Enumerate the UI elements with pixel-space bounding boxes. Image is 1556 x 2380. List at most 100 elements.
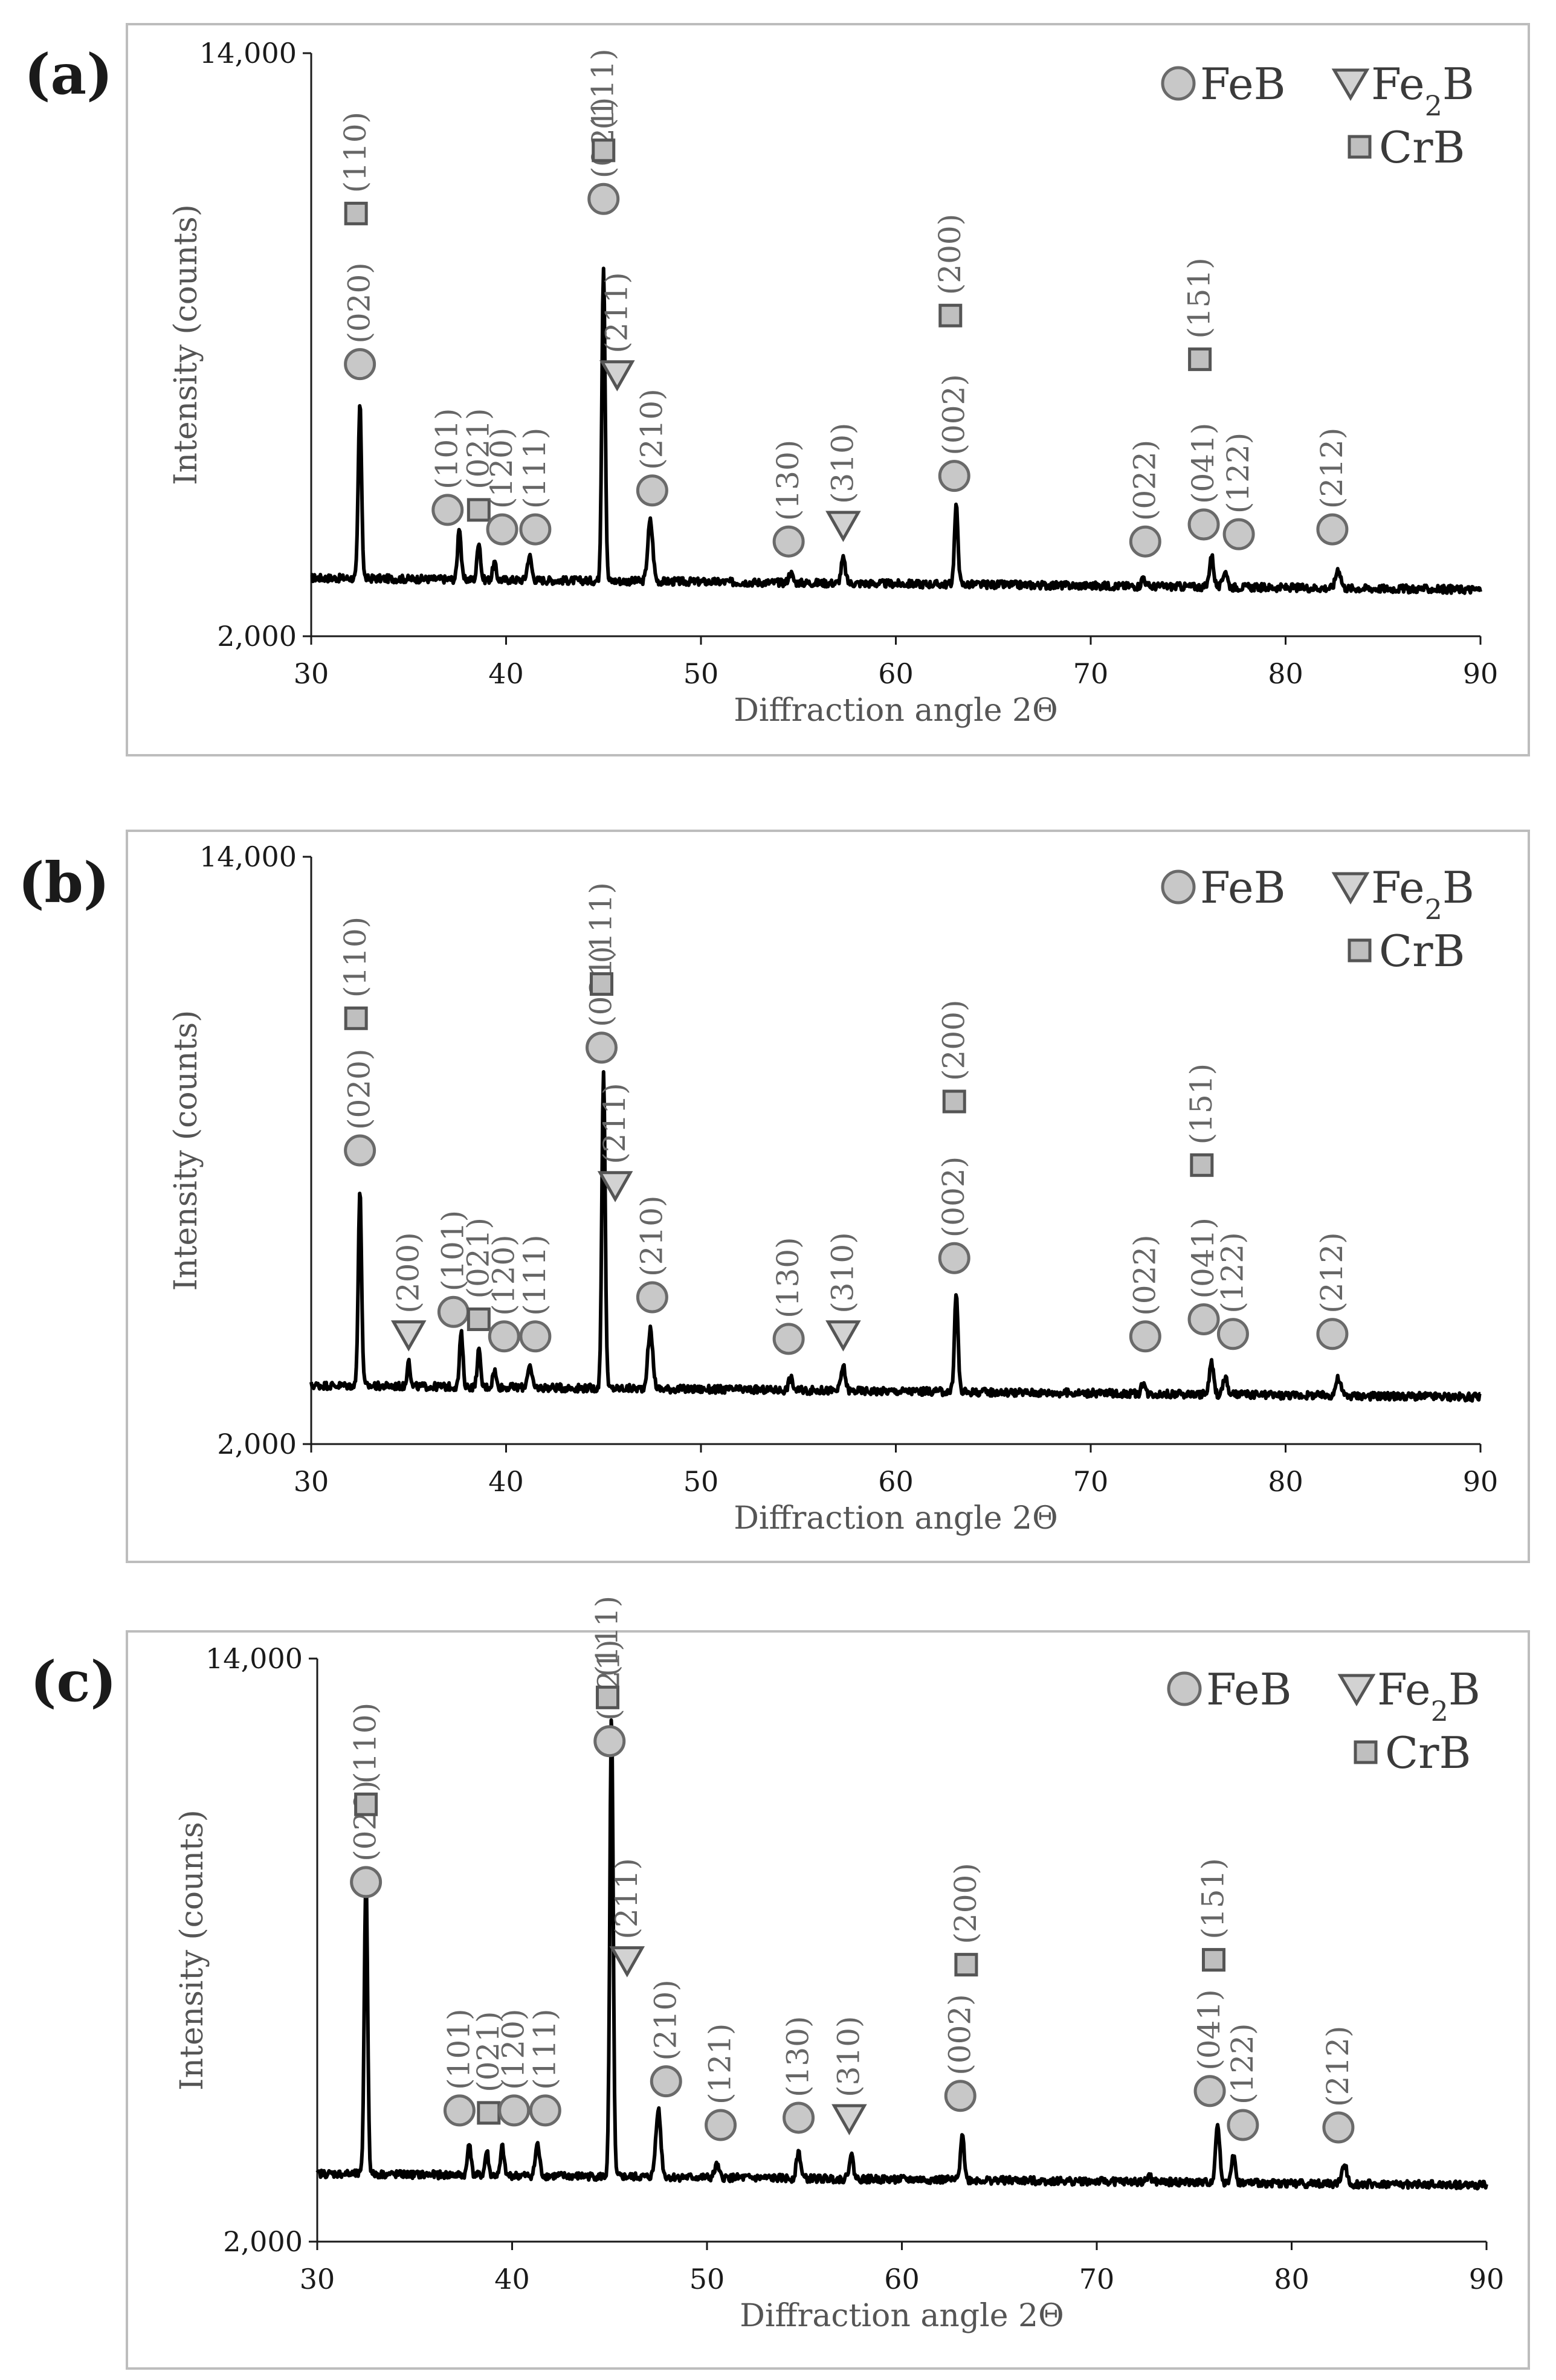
- x-tick-label: 40: [488, 657, 524, 690]
- peak-index-label: (211): [597, 1083, 632, 1164]
- x-tick-label: 60: [878, 1465, 914, 1498]
- peak-index-label: (111): [517, 428, 552, 509]
- x-tick-label: 80: [1274, 2263, 1309, 2295]
- feb-peak-marker: [772, 525, 805, 558]
- feb-peak-marker: [1187, 1303, 1220, 1335]
- peak-index-label: (021): [460, 1217, 496, 1298]
- feb-peak-marker: [1216, 1318, 1249, 1350]
- panel-0: (a) 30 40 50 60 70 80 90 2,000 14,000 Diffraction …: [24, 23, 1530, 756]
- peak-index-label: (041): [1186, 423, 1221, 504]
- peak-index-label: (041): [1186, 1217, 1221, 1298]
- peak-index-label: (002): [942, 1994, 977, 2075]
- x-tick-label: 90: [1469, 2263, 1505, 2295]
- feb-peak-marker: [587, 182, 620, 215]
- peak-index-label: (122): [1225, 2024, 1260, 2104]
- peak-index-label: (101): [441, 2008, 476, 2089]
- feb-peak-marker: [1187, 508, 1220, 541]
- legend-feb-label: FeB: [1200, 862, 1286, 913]
- peak-index-label: (110): [348, 1703, 383, 1784]
- x-tick-label: 50: [689, 2263, 725, 2295]
- peak-index-label: (111): [586, 48, 621, 129]
- feb-peak-marker: [443, 2094, 476, 2127]
- peak-index-label: (020): [348, 1780, 383, 1861]
- peak-index-label: (121): [703, 2024, 738, 2104]
- crb-peak-marker: [942, 1089, 966, 1114]
- legend-fe2b-label: Fe2B: [1371, 59, 1474, 122]
- peak-index-label: (020): [342, 262, 377, 343]
- peak-index-label: (101): [435, 1210, 470, 1291]
- crb-peak-marker: [344, 1006, 368, 1030]
- feb-peak-marker: [944, 2080, 977, 2112]
- peak-index-label: (130): [770, 1237, 805, 1318]
- peak-index-label: (210): [634, 1196, 669, 1277]
- x-axis-title: Diffraction angle 2Θ: [734, 692, 1058, 729]
- feb-peak-marker: [1322, 2111, 1355, 2144]
- crb-peak-marker: [596, 1685, 620, 1709]
- legend-feb-label: FeB: [1200, 59, 1286, 109]
- peak-index-label: (130): [770, 440, 805, 521]
- fe2b-peak-marker: [825, 511, 861, 543]
- fe2b-peak-marker: [831, 2104, 867, 2135]
- legend-crb-label: CrB: [1379, 122, 1465, 173]
- feb-peak-marker: [593, 1725, 626, 1758]
- y-axis-title: Intensity (counts): [174, 1810, 210, 2091]
- feb-peak-marker: [498, 2094, 531, 2127]
- y-tick-label: 14,000: [199, 840, 297, 873]
- feb-peak-marker: [1129, 525, 1161, 558]
- y-tick-label: 14,000: [205, 1642, 303, 1675]
- peak-index-label: (211): [599, 272, 634, 353]
- y-axis-title: Intensity (counts): [168, 204, 204, 485]
- feb-peak-marker: [1193, 2075, 1226, 2107]
- peak-index-label: (111): [590, 1596, 625, 1677]
- y-axis-title: Intensity (counts): [168, 1010, 204, 1291]
- peak-index-label: (130): [781, 2016, 816, 2097]
- legend-crb-label: CrB: [1385, 1727, 1471, 1778]
- crb-peak-marker: [344, 201, 368, 225]
- feb-peak-marker: [1316, 1318, 1349, 1350]
- x-tick-label: 30: [294, 657, 329, 690]
- feb-peak-marker: [431, 494, 464, 526]
- feb-peak-marker: [772, 1323, 805, 1355]
- fe2b-peak-marker: [609, 1946, 645, 1978]
- peak-index-label: (210): [648, 1979, 683, 2060]
- crb-peak-marker: [938, 303, 963, 327]
- diffraction-trace: [310, 266, 1482, 595]
- x-tick-label: 40: [488, 1465, 524, 1498]
- peak-index-label: (002): [936, 374, 971, 455]
- feb-peak-marker: [705, 2109, 737, 2141]
- peak-index-label: (200): [936, 1000, 971, 1081]
- panel-frame: [126, 830, 1530, 1563]
- x-tick-label: 30: [300, 2263, 335, 2295]
- peak-index-label: (111): [584, 882, 619, 963]
- legend-crb-icon: [1348, 938, 1372, 963]
- feb-peak-marker: [486, 513, 518, 546]
- fe2b-peak-marker: [597, 1171, 633, 1202]
- crb-peak-marker: [590, 972, 614, 996]
- peak-index-label: (200): [932, 214, 967, 295]
- peak-index-label: (212): [1320, 2026, 1355, 2107]
- x-tick-label: 50: [683, 657, 719, 690]
- feb-peak-marker: [938, 460, 970, 492]
- peak-index-label: (111): [527, 2008, 562, 2089]
- peak-index-label: (211): [609, 1858, 644, 1939]
- peak-index-label: (210): [634, 389, 669, 469]
- peak-index-label: (120): [484, 428, 519, 509]
- x-tick-label: 70: [1079, 2263, 1115, 2295]
- fe2b-peak-marker: [599, 360, 635, 392]
- crb-peak-marker: [1190, 1153, 1214, 1177]
- peak-index-label: (002): [936, 1156, 971, 1237]
- crb-peak-marker: [954, 1953, 978, 1977]
- x-tick-label: 90: [1463, 1465, 1499, 1498]
- feb-peak-marker: [938, 1242, 970, 1274]
- peak-index-label: (111): [517, 1234, 552, 1315]
- peak-index-label: (101): [430, 408, 465, 489]
- x-tick-label: 30: [294, 1465, 329, 1498]
- feb-peak-marker: [1129, 1320, 1161, 1353]
- feb-peak-marker: [344, 348, 376, 381]
- feb-peak-marker: [350, 1866, 383, 1898]
- peak-index-label: (021): [586, 97, 621, 178]
- peak-index-label: (212): [1314, 1232, 1349, 1313]
- panel-frame: [126, 23, 1530, 756]
- peak-index-label: (120): [496, 2008, 531, 2089]
- peak-index-label: (151): [1184, 1063, 1219, 1144]
